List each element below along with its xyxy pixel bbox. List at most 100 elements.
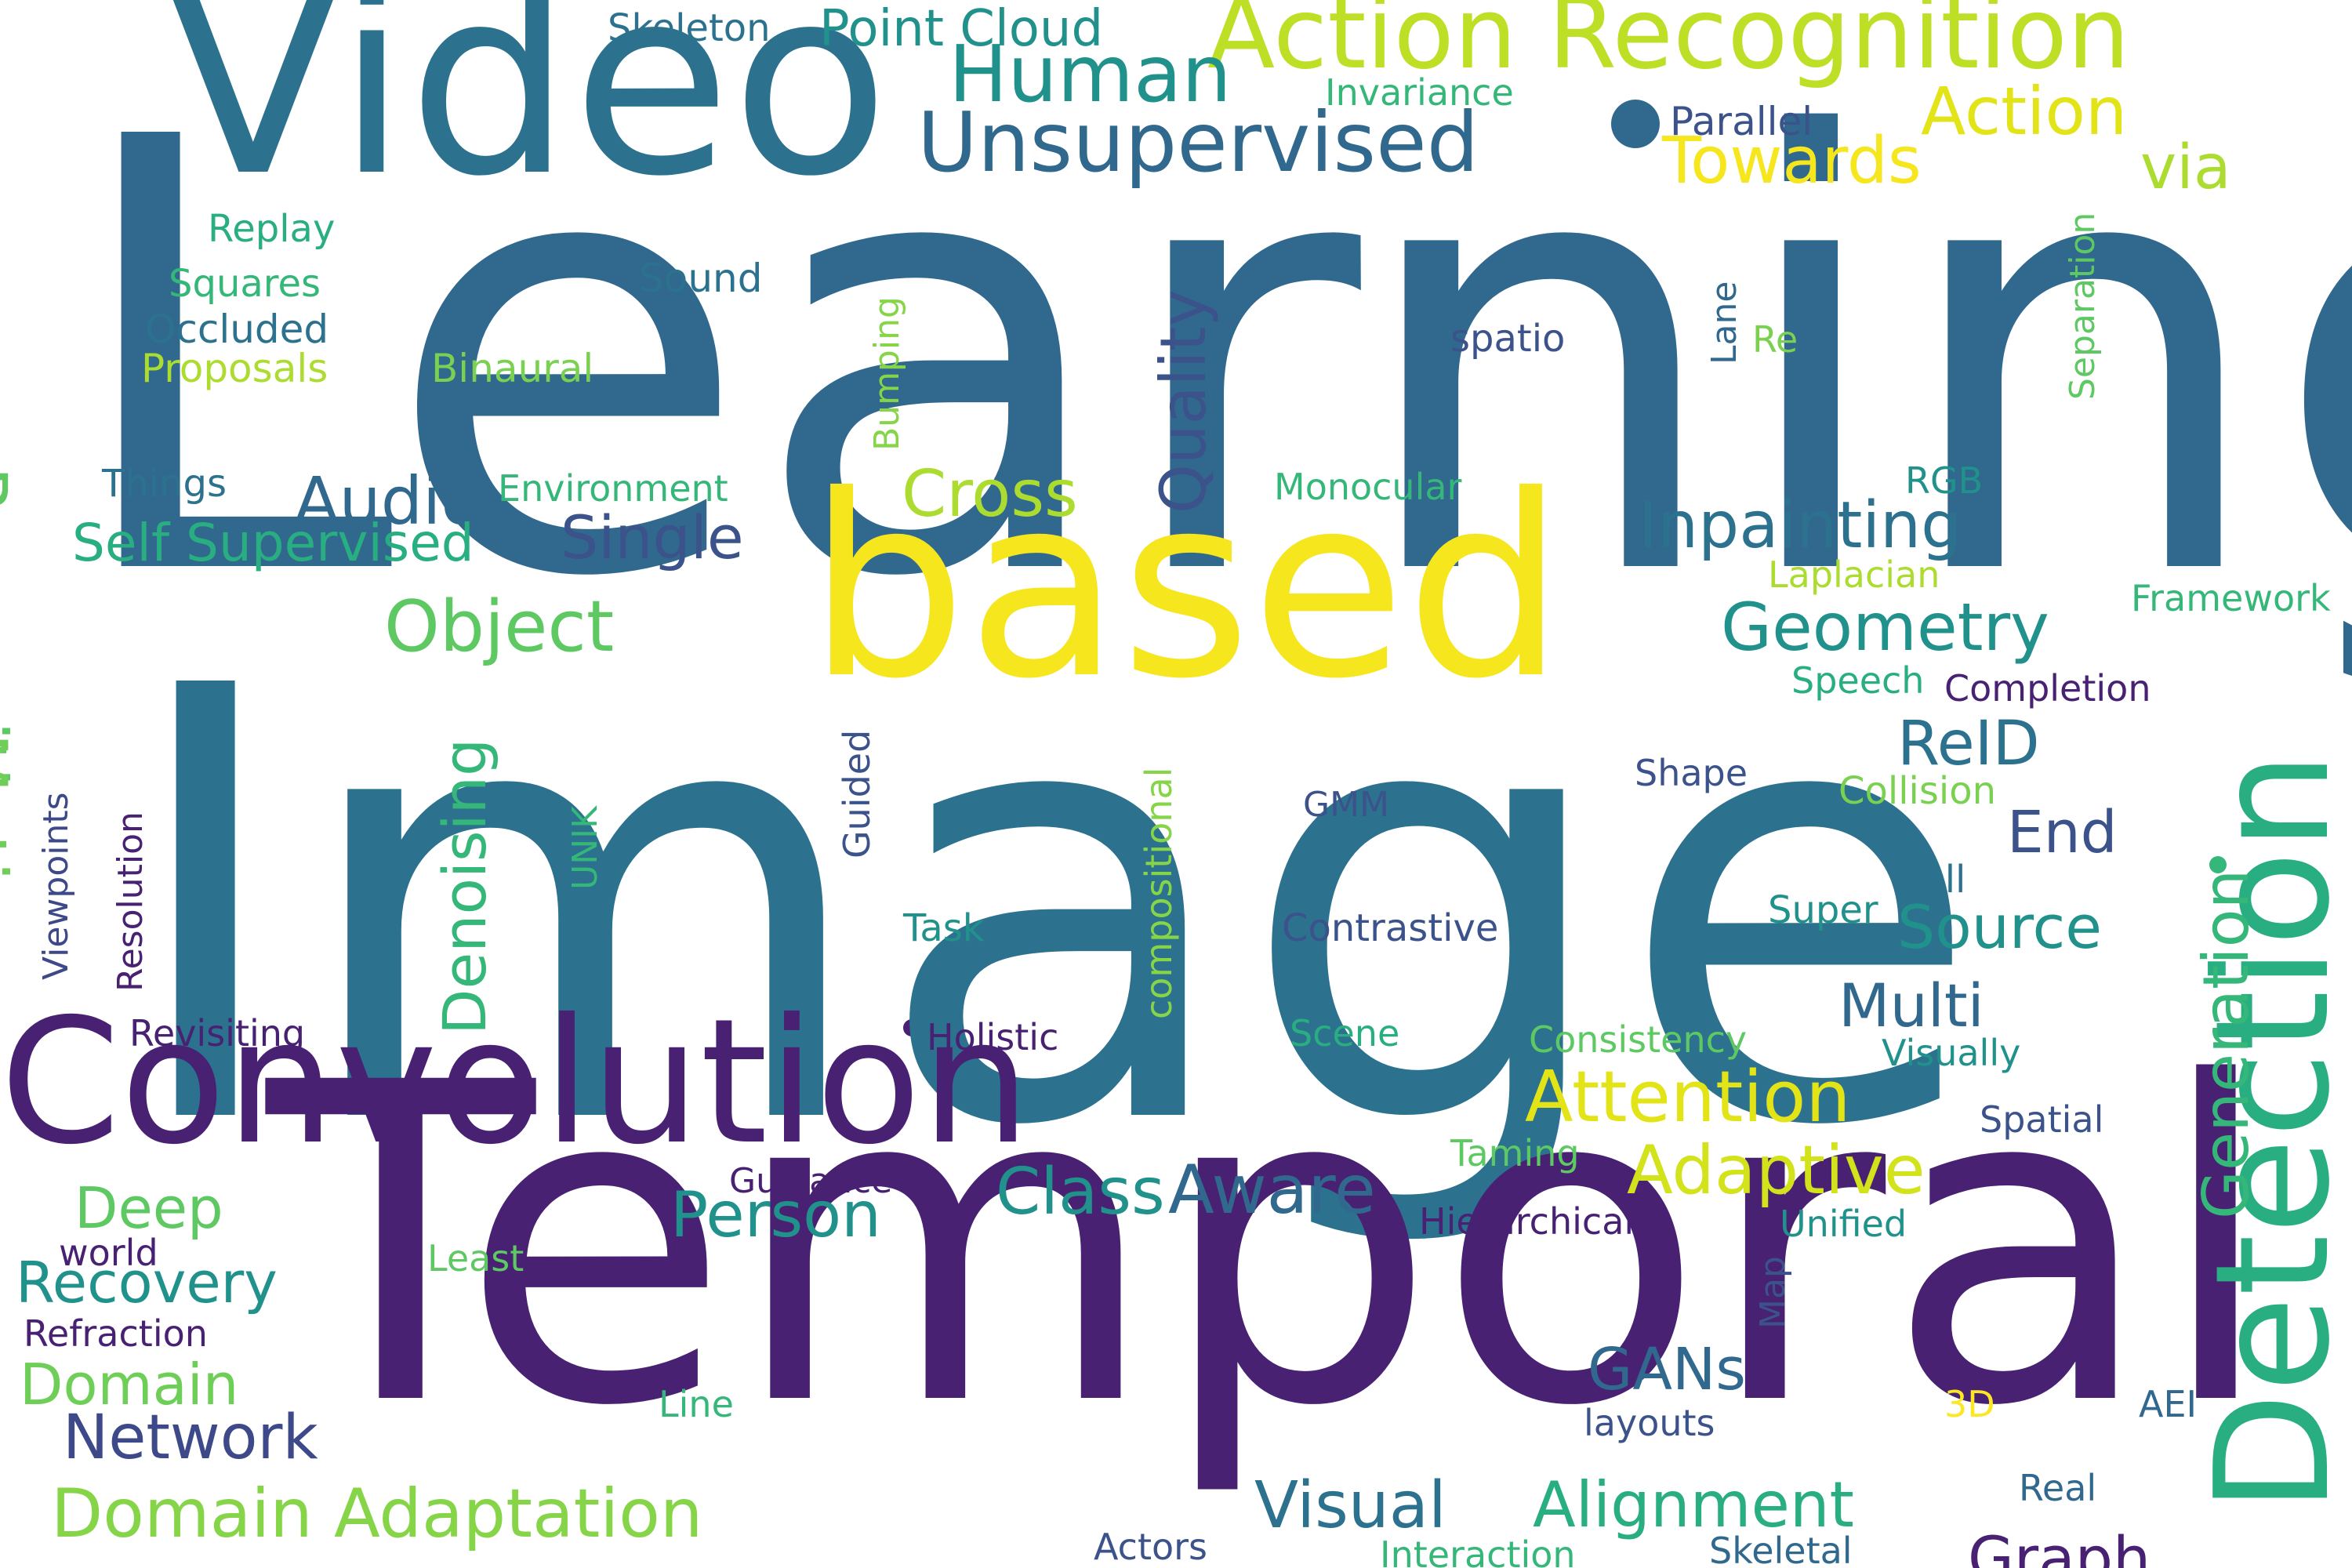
word-things: Things <box>102 462 227 506</box>
word-guided: Guided <box>836 729 878 858</box>
word-resolution: Resolution <box>111 811 151 992</box>
word-unified: Unified <box>1780 1203 1907 1245</box>
word-occluded: Occluded <box>145 307 329 352</box>
word-world: world <box>59 1232 158 1274</box>
word-action: Action <box>1921 73 2128 150</box>
word-least: Least <box>427 1237 524 1279</box>
word-parallel: Parallel <box>1670 99 1813 144</box>
word-squares: Squares <box>169 262 321 306</box>
word-task: Task <box>903 906 985 950</box>
word-action-recognition: Action Recognition <box>1207 0 2130 91</box>
word-skeletal: Skeletal <box>1709 1530 1853 1568</box>
word-geometry: Geometry <box>1721 589 2049 666</box>
word-real: Real <box>2019 1467 2097 1509</box>
word-contrastive: Contrastive <box>1282 906 1499 950</box>
dot-mark-2 <box>903 1019 920 1036</box>
word-motion: Motion <box>0 733 22 967</box>
word-replay: Replay <box>208 207 336 251</box>
word-bumping: Bumping <box>867 296 907 451</box>
word-class: Class <box>996 1155 1165 1229</box>
word-re: Re <box>1752 318 1798 361</box>
word-separation: Separation <box>2063 212 2103 400</box>
word-spatial: Spatial <box>1980 1098 2104 1141</box>
word-monocular: Monocular <box>1274 466 1462 508</box>
dot-mark-1 <box>1611 100 1660 148</box>
word-gans: GANs <box>1588 1336 1746 1403</box>
word-speech: Speech <box>1791 659 1925 702</box>
word-video: Video <box>165 0 890 233</box>
word-sound: Sound <box>639 256 763 301</box>
word-lane: Lane <box>1704 281 1744 365</box>
word-hierarchical: Hierarchical <box>1419 1200 1635 1243</box>
word-temporal: Temporal <box>267 991 2278 1502</box>
word-unsupervised: Unsupervised <box>917 95 1479 191</box>
word-alignment: Alignment <box>1533 1468 1854 1541</box>
word-point-cloud: Point Cloud <box>819 0 1104 58</box>
word-completion: Completion <box>1944 667 2151 710</box>
word-skeleton: Skeleton <box>608 6 771 50</box>
word-adaptive: Adaptive <box>1627 1131 1926 1210</box>
word-source: Source <box>1897 892 2103 962</box>
word-framework: Framework <box>2131 577 2331 619</box>
word-via: via <box>2140 132 2231 203</box>
word-compositional: compositional <box>1138 767 1180 1019</box>
word-layouts: layouts <box>1584 1402 1715 1444</box>
word-shape: Shape <box>1635 752 1748 794</box>
word-refraction: Refraction <box>24 1312 208 1355</box>
word-proposals: Proposals <box>141 346 328 391</box>
word-aei: AEI <box>2139 1383 2198 1425</box>
word-learning: Learning <box>63 14 2352 707</box>
word-environment: Environment <box>498 467 728 510</box>
word-tell: Tell <box>1905 858 1966 902</box>
word-taming: Taming <box>1450 1132 1580 1174</box>
word-end: End <box>2007 799 2118 866</box>
word-3d: 3D <box>1944 1383 1995 1425</box>
word-consistency: Consistency <box>1529 1018 1748 1061</box>
word-graph: Graph <box>1968 1523 2151 1568</box>
word-scene: Scene <box>1290 1012 1400 1054</box>
word-binaural: Binaural <box>431 346 594 391</box>
word-visually: Visually <box>1882 1032 2021 1074</box>
word-rgb: RGB <box>1905 459 1984 502</box>
word-single: Single <box>561 503 744 572</box>
word-object: Object <box>384 586 615 668</box>
word-generation: Generation <box>2190 869 2263 1219</box>
word-domain: Domain <box>20 1352 239 1417</box>
word-human: Human <box>949 28 1232 120</box>
word-domain-adaptation: Domain Adaptation <box>51 1475 703 1553</box>
word-network: Network <box>63 1403 318 1473</box>
word-holistic: Holistic <box>927 1016 1059 1058</box>
word-interaction: Interaction <box>1380 1534 1576 1568</box>
word-reid: ReID <box>1897 709 2040 779</box>
word-convolution: Convolution <box>0 982 1031 1182</box>
word-gmm: GMM <box>1303 785 1390 825</box>
word-inpainting: Inpainting <box>1639 488 1962 563</box>
dot-mark-3 <box>2209 856 2227 873</box>
word-recovery: Recovery <box>16 1250 278 1316</box>
word-laplacian: Laplacian <box>1768 554 1940 596</box>
word-viewpoints: Viewpoints <box>36 792 76 980</box>
word-denoising: Denoising <box>430 738 499 1035</box>
word-unik: UNIK <box>565 806 605 890</box>
word-invariance: Invariance <box>1325 71 1514 114</box>
word-line: Line <box>659 1383 734 1425</box>
word-revisiting: Revisiting <box>129 1012 306 1054</box>
word-based: based <box>808 442 1565 734</box>
word-deep: Deep <box>74 1175 223 1241</box>
word-person: Person <box>670 1178 881 1251</box>
word-guidance: Guidance <box>729 1161 893 1201</box>
word-multi: Multi <box>1838 971 1984 1040</box>
word-collision: Collision <box>1838 769 1997 813</box>
word-super: Super <box>1768 888 1878 932</box>
word-quality: Quality <box>1147 289 1220 514</box>
word-towards: Towards <box>1662 124 1922 198</box>
word-actors: Actors <box>1094 1526 1208 1568</box>
word-cross: Cross <box>902 457 1078 532</box>
word-map: Map <box>1753 1256 1793 1329</box>
word-spatio: spatio <box>1450 317 1566 361</box>
word-visual: Visual <box>1254 1468 1446 1543</box>
word-audio: Audio <box>294 463 481 539</box>
word-aware: Aware <box>1168 1151 1376 1229</box>
word-attention: Attention <box>1525 1056 1851 1138</box>
